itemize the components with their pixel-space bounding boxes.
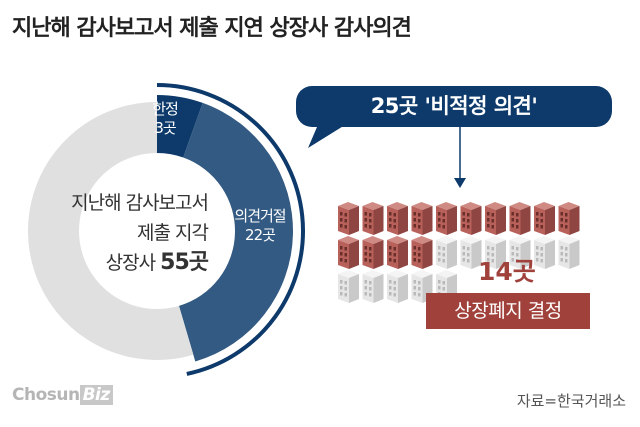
- delisting-decision-label: 상장폐지 결정: [426, 293, 590, 329]
- center-label-line1: 지난해 감사보고서: [71, 192, 209, 214]
- callout-text: 25곳 '비적정 의견': [370, 94, 538, 118]
- slice-name: 의견거절: [234, 207, 286, 225]
- slice-name: 한정: [152, 100, 179, 118]
- building-icon: [338, 270, 359, 303]
- building-icon-delisted: [362, 236, 384, 269]
- slice-label-disclaimer: 의견거절 22곳: [222, 207, 298, 245]
- building-icon-delisted: [387, 236, 408, 269]
- building-icon: [509, 236, 531, 269]
- callout-tail: [308, 120, 345, 148]
- donut-slice-other: [27, 102, 194, 360]
- donut-slice-의견거절: [178, 102, 293, 362]
- logo-main: Chosun: [12, 385, 80, 405]
- building-icon-delisted: [387, 202, 408, 235]
- delisted-count: 14곳: [478, 257, 536, 286]
- building-icon-delisted: [509, 202, 531, 235]
- building-icon: [362, 270, 384, 303]
- center-label: 지난해 감사보고서 제출 지각 상장사 55곳: [71, 188, 209, 278]
- center-label-total: 55곳: [160, 250, 209, 275]
- building-icon-delisted: [338, 236, 359, 269]
- building-icon-delisted: [436, 202, 457, 235]
- building-icon-delisted: [558, 202, 580, 235]
- center-label-line3: 상장사 55곳: [71, 248, 209, 278]
- logo-biz: Biz: [79, 385, 113, 405]
- slice-value: 3곳: [154, 119, 176, 137]
- chosunbiz-logo: Chosun Biz: [12, 385, 113, 405]
- building-icon: [387, 270, 408, 303]
- callout-bubble: [296, 86, 612, 127]
- building-icon-delisted: [460, 202, 482, 235]
- building-icon-delisted: [411, 236, 433, 269]
- donut-slice-한정: [157, 95, 203, 158]
- source-note: 자료=한국거래소: [516, 392, 626, 410]
- callout-arc: [156, 83, 305, 376]
- building-icon: [460, 236, 482, 269]
- building-icon-delisted: [411, 202, 433, 235]
- slice-value: 22곳: [245, 226, 276, 244]
- building-icon: [436, 236, 457, 269]
- building-icon: [485, 236, 506, 269]
- building-icon: [558, 236, 580, 269]
- building-icon-delisted: [485, 202, 506, 235]
- page-title: 지난해 감사보고서 제출 지연 상장사 감사의견: [12, 16, 412, 41]
- slice-label-qualified: 한정 3곳: [150, 100, 180, 138]
- center-label-line2: 제출 지각: [137, 222, 209, 244]
- arrow-down-icon: [454, 178, 466, 188]
- building-icon-delisted: [338, 202, 359, 235]
- building-icon-delisted: [362, 202, 384, 235]
- center-label-prefix: 상장사: [105, 252, 161, 274]
- building-icon-delisted: [534, 202, 555, 235]
- building-icon: [534, 236, 555, 269]
